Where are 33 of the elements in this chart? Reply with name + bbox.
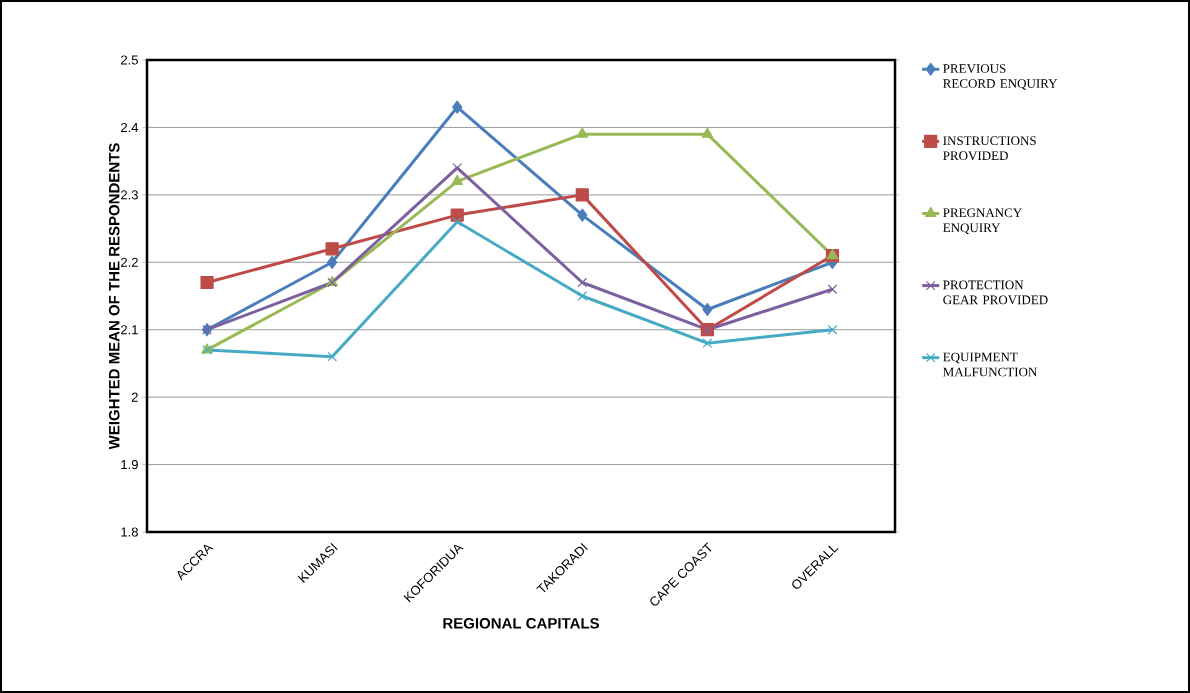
- y-tick-label: 1.8: [121, 527, 138, 537]
- point: [451, 174, 464, 185]
- legend-label: EQUIPMENT MALFUNCTION: [943, 352, 1038, 377]
- y-tick-label: 1.9: [121, 459, 138, 470]
- y-tick-label: 2.3: [121, 190, 138, 200]
- point: [452, 216, 463, 227]
- point: [325, 242, 339, 256]
- point: [200, 275, 214, 290]
- legend-label: PREGNANCY ENQUIRY: [943, 208, 1022, 235]
- y-tick-label: 2.1: [121, 325, 138, 335]
- point: [827, 324, 838, 335]
- point: [327, 351, 337, 362]
- point: [575, 188, 589, 202]
- point: [701, 127, 714, 138]
- point: [827, 284, 838, 295]
- legend-label: INSTRUCTIONS PROVIDED: [943, 136, 1036, 161]
- y-tick-label: 2.5: [121, 55, 138, 65]
- y-axis-title: WEIGHTED MEAN OF THE RESPONDENTS: [108, 143, 120, 450]
- point: [702, 302, 713, 317]
- point: [577, 208, 588, 222]
- legend-label: PREVIOUS RECORD ENQUIRY: [943, 64, 1058, 90]
- point: [452, 100, 463, 114]
- x-axis-title: REGIONAL CAPITALS: [443, 618, 600, 629]
- y-tick-label: 2.2: [121, 257, 138, 267]
- y-tick-label: 2.4: [121, 122, 139, 132]
- point: [577, 291, 588, 301]
- point: [450, 208, 464, 222]
- point: [576, 127, 589, 138]
- legend-label: PROTECTION GEAR PROVIDED: [943, 280, 1048, 305]
- point: [327, 255, 338, 269]
- point: [577, 277, 588, 288]
- point: [702, 338, 713, 349]
- y-tick-label: 2: [131, 392, 138, 402]
